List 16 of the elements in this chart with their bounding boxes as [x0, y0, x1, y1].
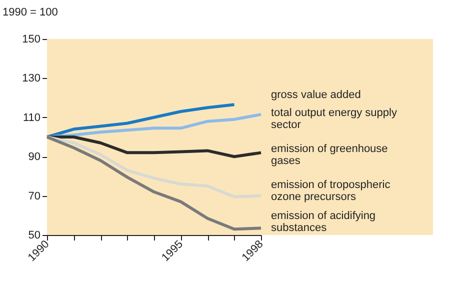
y-tick-label: 50 — [28, 230, 40, 242]
y-tick-label: 150 — [22, 34, 40, 46]
line-series — [46, 136, 262, 158]
series-label: emission of tropospheric ozone precursors — [271, 179, 391, 203]
y-tick-label: 130 — [22, 72, 40, 85]
y-axis-title: 1990 = 100 — [2, 6, 58, 18]
series-label: total output energy supply sector — [271, 107, 398, 131]
series-label: emission of acidifying substances — [271, 210, 376, 234]
line-series — [46, 136, 262, 198]
y-tick-label: 70 — [28, 190, 40, 202]
y-tick-label: 90 — [28, 151, 40, 164]
line-series — [46, 103, 236, 138]
y-tick-label: 110 — [22, 112, 40, 124]
text: gross value added — [271, 89, 361, 101]
line-series — [46, 136, 262, 231]
series-label: emission of greenhouse gases — [271, 143, 388, 167]
